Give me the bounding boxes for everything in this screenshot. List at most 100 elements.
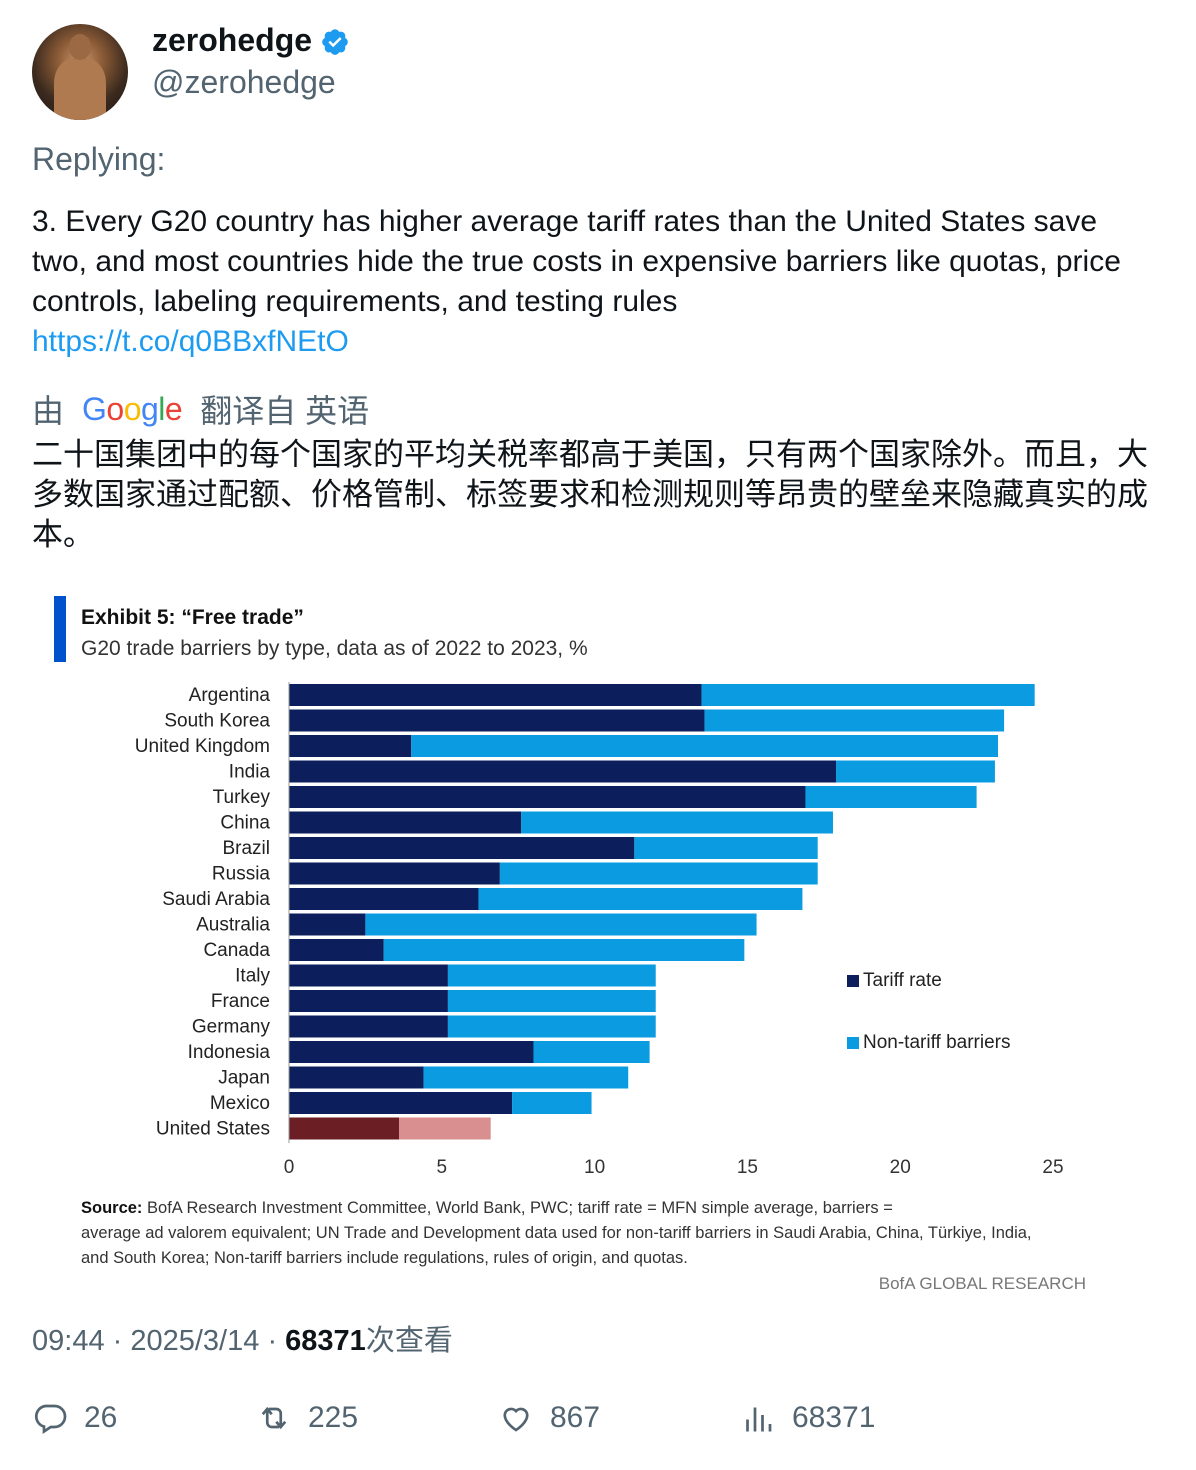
chart-category-labels: Argentina South Korea United Kingdom India T… xyxy=(135,685,271,1140)
tweet-text: 3. Every G20 country has higher average … xyxy=(32,205,1121,318)
google-logo-letter: l xyxy=(158,390,165,427)
display-name[interactable]: zerohedge xyxy=(152,22,313,58)
tweet-body: 3. Every G20 country has higher average … xyxy=(32,202,1152,362)
views-icon xyxy=(746,1407,772,1432)
tweet-link[interactable]: https://t.co/q0BBxfNEtO xyxy=(32,325,349,358)
reply-count: 26 xyxy=(84,1401,118,1434)
translated-text: 二十国集团中的每个国家的平均关税率都高于美国，只有两个国家除外。而且，大多数国家… xyxy=(32,437,1148,552)
category-label: Italy xyxy=(235,966,270,987)
category-label: Australia xyxy=(196,915,270,936)
bar-tariff xyxy=(289,1092,513,1114)
legend-label: Tariff rate xyxy=(863,970,942,991)
translation-attribution: 由 Google 翻译自 英语 xyxy=(32,386,369,432)
legend-label: Non-tariff barriers xyxy=(863,1032,1010,1053)
bar-non-tariff xyxy=(365,913,757,936)
bar-non-tariff xyxy=(704,709,1005,732)
bar-tariff xyxy=(289,837,635,859)
bar-non-tariff xyxy=(447,990,656,1012)
bar-tariff xyxy=(289,1041,534,1063)
like-button[interactable]: 867 xyxy=(498,1400,600,1436)
retweet-button[interactable]: 225 xyxy=(256,1400,358,1436)
bar-non-tariff xyxy=(836,760,995,783)
source-line: and South Korea; Non-tariff barriers inc… xyxy=(81,1249,688,1267)
view-count: 68371 xyxy=(285,1325,366,1357)
category-label: Japan xyxy=(218,1068,270,1089)
bar-non-tariff xyxy=(447,964,656,987)
bar-tariff xyxy=(289,709,705,732)
category-label: Canada xyxy=(203,940,270,961)
category-label: Germany xyxy=(192,1017,271,1038)
bar-non-tariff xyxy=(499,862,818,885)
bar-non-tariff xyxy=(423,1066,629,1089)
x-tick-label: 5 xyxy=(437,1157,448,1178)
avatar-head xyxy=(69,34,91,60)
bar-tariff xyxy=(289,1015,448,1038)
chart-bars xyxy=(288,682,1035,1143)
x-tick-label: 25 xyxy=(1042,1157,1063,1178)
x-tick-label: 10 xyxy=(584,1157,605,1178)
chart-image[interactable]: Exhibit 5: “Free trade” G20 trade barrie… xyxy=(32,584,1164,1300)
google-logo: Google xyxy=(82,390,183,428)
bar-tariff xyxy=(289,1066,424,1089)
category-label: China xyxy=(220,813,270,834)
retweet-count: 225 xyxy=(308,1401,359,1434)
x-tick-label: 20 xyxy=(890,1157,911,1178)
category-label: United Kingdom xyxy=(135,736,270,757)
category-label: Indonesia xyxy=(188,1042,271,1063)
bar-tariff xyxy=(289,760,837,783)
google-logo-letter: o xyxy=(123,390,142,427)
bar-tariff xyxy=(289,786,806,808)
bar-non-tariff xyxy=(411,735,998,757)
meta-separator: · xyxy=(112,1325,131,1357)
google-logo-letter: G xyxy=(82,390,107,427)
category-label: Mexico xyxy=(210,1093,270,1114)
title-accent-bar xyxy=(54,596,66,662)
category-label: Argentina xyxy=(189,685,271,706)
reply-button[interactable]: 26 xyxy=(32,1400,117,1436)
category-label: France xyxy=(211,991,270,1012)
x-tick-label: 0 xyxy=(284,1157,295,1178)
source-line: average ad valorem equivalent; UN Trade … xyxy=(81,1224,1032,1242)
translation-suffix: 翻译自 英语 xyxy=(200,393,370,429)
bar-tariff xyxy=(289,735,412,757)
bar-non-tariff xyxy=(447,1015,656,1038)
bar-tariff xyxy=(289,990,448,1012)
category-label: Brazil xyxy=(222,838,270,859)
category-label: Turkey xyxy=(213,787,271,808)
x-tick-label: 15 xyxy=(737,1157,758,1178)
view-count-label: 次查看 xyxy=(365,1325,453,1357)
category-label: South Korea xyxy=(164,711,270,732)
bar-non-tariff xyxy=(383,939,745,961)
bar-non-tariff xyxy=(701,684,1035,706)
legend-swatch xyxy=(847,975,859,987)
avatar[interactable] xyxy=(32,24,128,120)
chart-title: Exhibit 5: “Free trade” xyxy=(81,606,304,629)
reply-icon xyxy=(34,1404,67,1435)
bar-tariff xyxy=(289,862,500,885)
bar-tariff xyxy=(289,888,479,910)
user-handle[interactable]: @zerohedge xyxy=(152,64,336,100)
meta-separator: · xyxy=(267,1325,286,1357)
bar-tariff xyxy=(289,964,448,987)
views-count: 68371 xyxy=(792,1401,876,1434)
bar-non-tariff xyxy=(512,1092,592,1114)
action-bar: 26 225 867 68371 xyxy=(32,1400,1164,1448)
chart-legend: Tariff rate Non-tariff barriers xyxy=(847,970,1010,1053)
like-count: 867 xyxy=(550,1401,601,1434)
google-logo-letter: o xyxy=(106,390,124,427)
chart-source: Source: BofA Research Investment Committ… xyxy=(81,1199,1032,1267)
tweet-date[interactable]: 2025/3/14 xyxy=(130,1325,260,1357)
bar-non-tariff xyxy=(805,786,977,808)
tweet-time[interactable]: 09:44 xyxy=(32,1325,105,1357)
views-button[interactable]: 68371 xyxy=(740,1400,875,1436)
bar-non-tariff xyxy=(533,1041,650,1063)
bar-non-tariff xyxy=(478,888,803,910)
bar-non-tariff xyxy=(521,811,833,834)
category-label: Russia xyxy=(212,864,271,885)
replying-label: Replying: xyxy=(32,141,166,177)
category-label: India xyxy=(229,762,271,783)
bar-tariff xyxy=(289,811,522,834)
source-text: BofA Research Investment Committee, Worl… xyxy=(147,1199,893,1217)
bar-tariff xyxy=(289,939,384,961)
verified-badge-icon xyxy=(322,29,348,55)
